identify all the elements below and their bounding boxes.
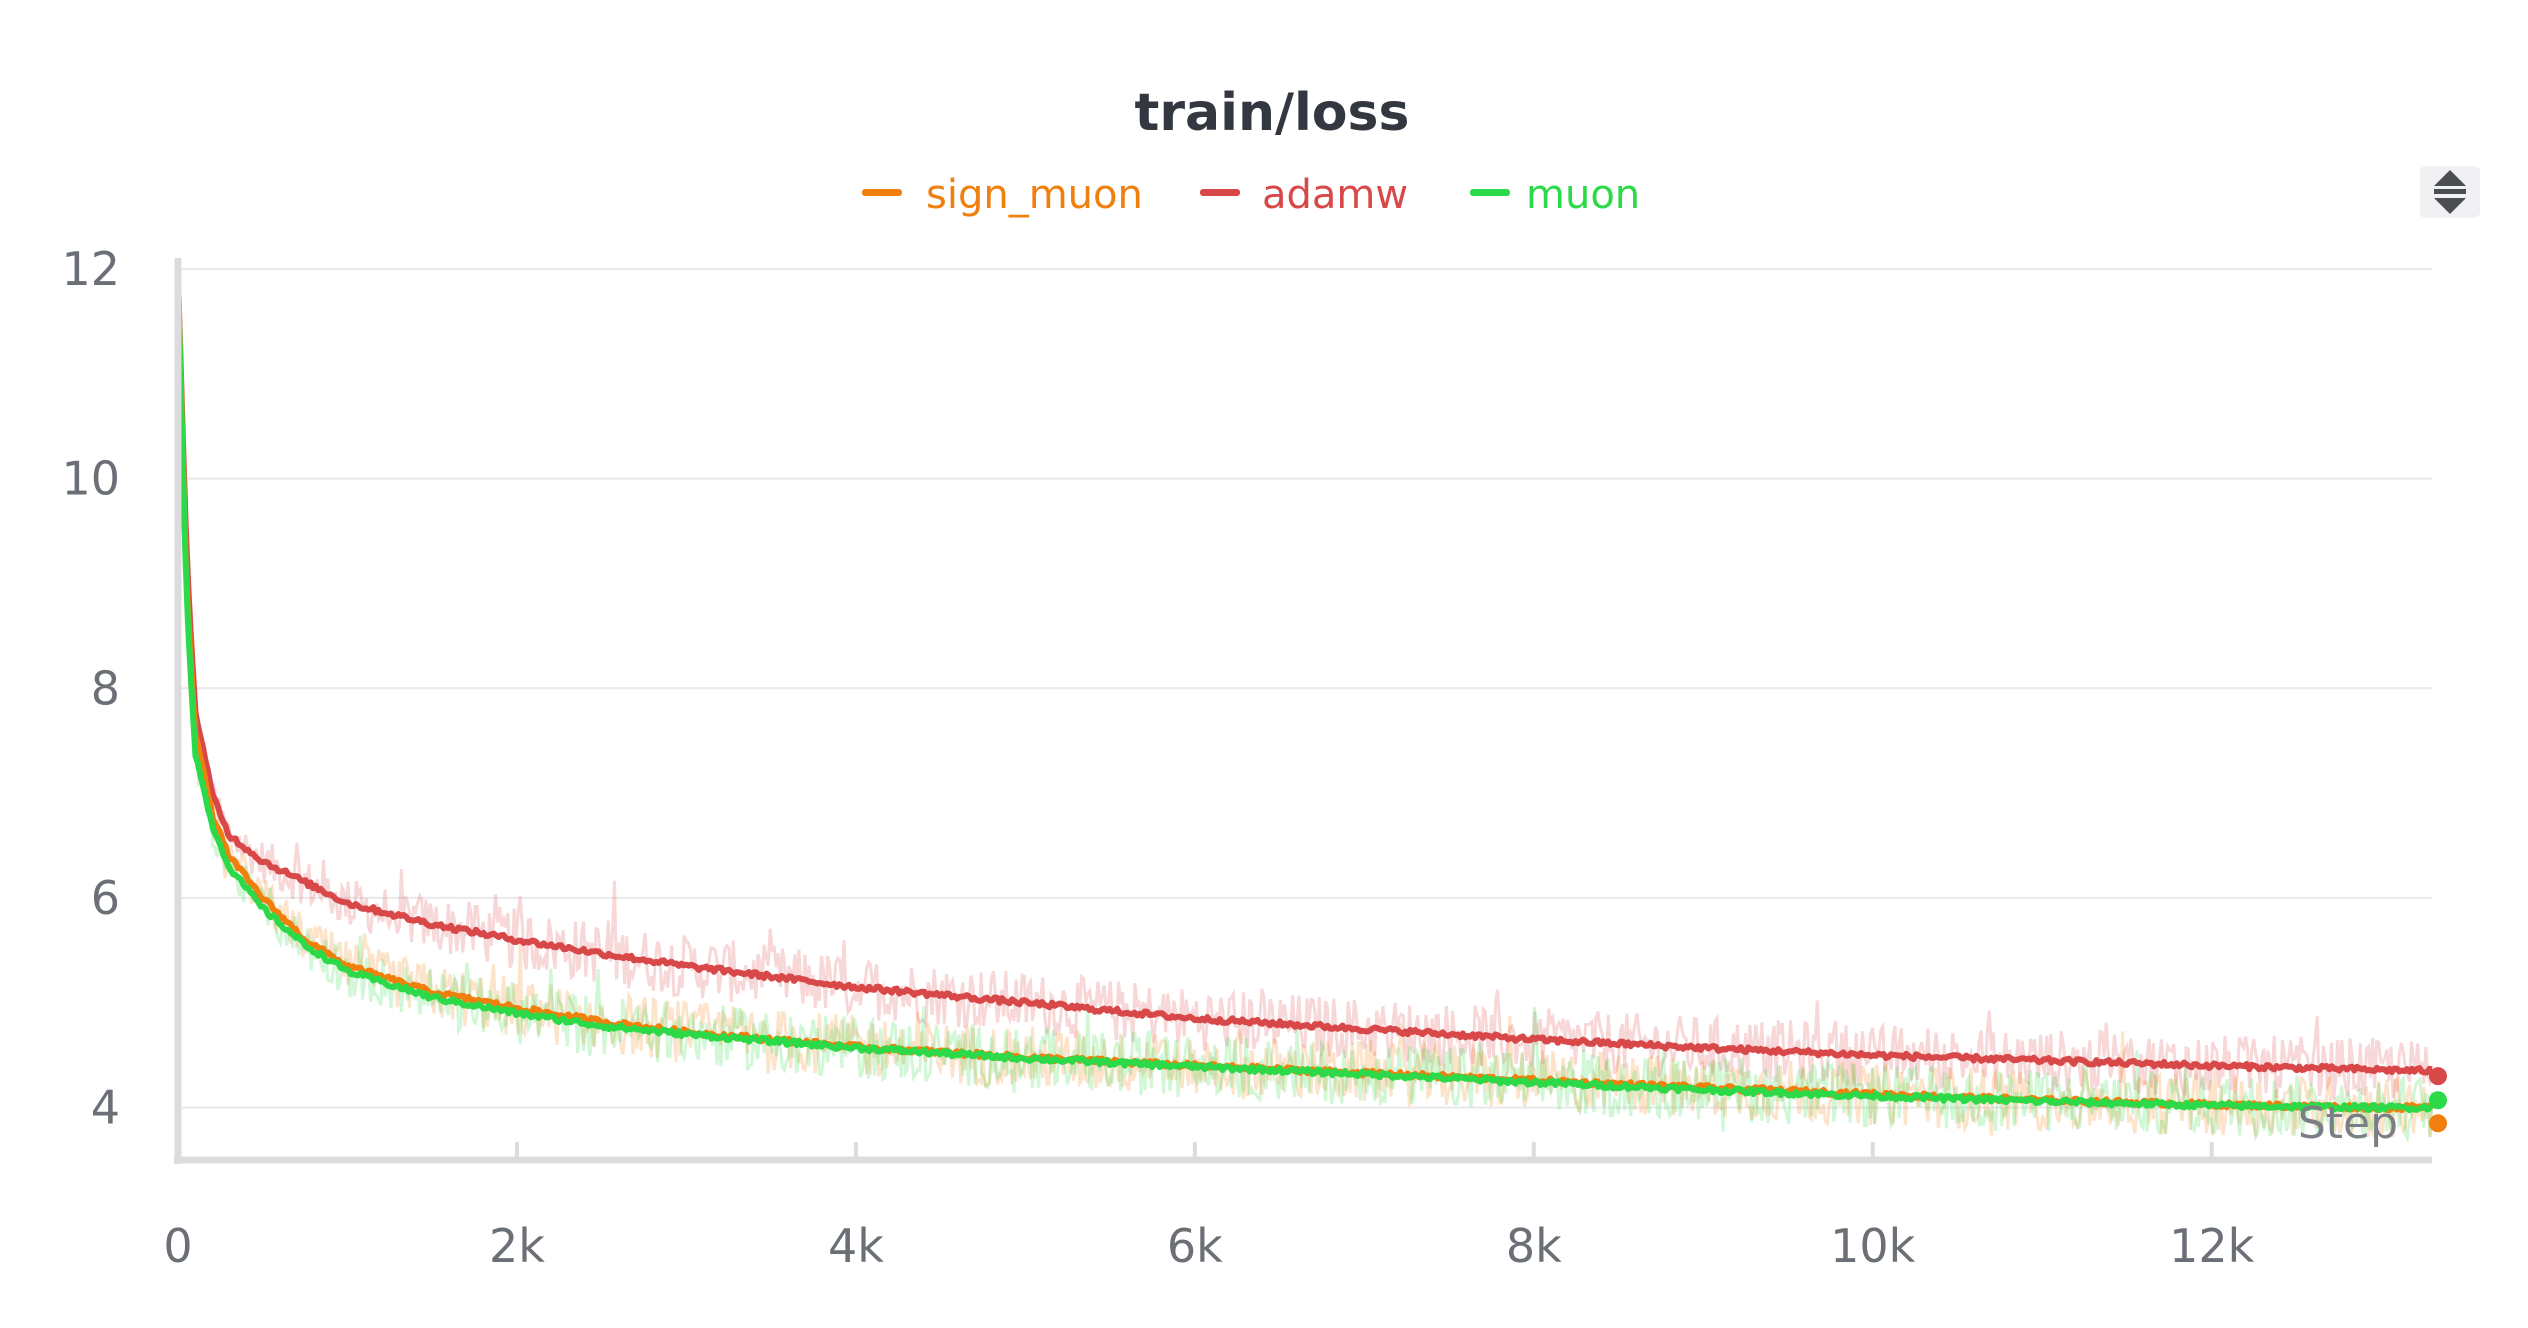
y-tick-label: 8 [91, 661, 120, 715]
chart-title: train/loss [1135, 83, 1410, 143]
y-axis-ticks: 4 6 8 10 12 [61, 242, 120, 1135]
legend-item-adamw[interactable]: adamw [1200, 172, 1408, 218]
end-point-muon [2429, 1091, 2447, 1110]
legend-label: muon [1526, 172, 1640, 218]
legend-label: adamw [1262, 172, 1408, 218]
x-tick-label: 8k [1506, 1219, 1562, 1273]
legend-item-muon[interactable]: muon [1470, 172, 1640, 218]
x-tick-label: 0 [163, 1219, 192, 1273]
series-end-points [2429, 1067, 2447, 1133]
end-point-adamw [2429, 1067, 2447, 1086]
x-tick-label: 4k [828, 1219, 884, 1273]
series-line-adamw [175, 277, 2433, 1076]
legend-item-sign_muon[interactable]: sign_muon [862, 172, 1143, 218]
y-tick-label: 6 [91, 871, 120, 925]
legend-swatch [1470, 189, 1510, 196]
x-axis-ticks: 0 2k 4k 6k 8k 10k 12k [163, 1142, 2255, 1273]
axes [174, 258, 2432, 1164]
legend-label: sign_muon [926, 172, 1143, 218]
x-tick-label: 10k [1830, 1219, 1916, 1273]
legend: sign_muon adamw muon [862, 172, 1640, 218]
x-tick-label: 6k [1167, 1219, 1223, 1273]
x-tick-label: 12k [2169, 1219, 2255, 1273]
x-axis-label: Step [2298, 1098, 2398, 1149]
grid [178, 267, 2432, 1109]
y-tick-label: 10 [61, 452, 120, 506]
scroll-legend-control[interactable] [2420, 166, 2480, 218]
y-tick-label: 4 [91, 1081, 120, 1135]
legend-swatch [862, 189, 902, 196]
legend-swatch [1200, 189, 1240, 196]
x-tick-label: 2k [489, 1219, 545, 1273]
y-tick-label: 12 [61, 242, 120, 296]
up-down-arrows-icon [2434, 170, 2466, 214]
end-point-sign_muon [2429, 1114, 2447, 1133]
noise-adamw [176, 273, 2434, 1100]
series-lines [175, 277, 2435, 1114]
series-line-muon [175, 279, 2434, 1114]
